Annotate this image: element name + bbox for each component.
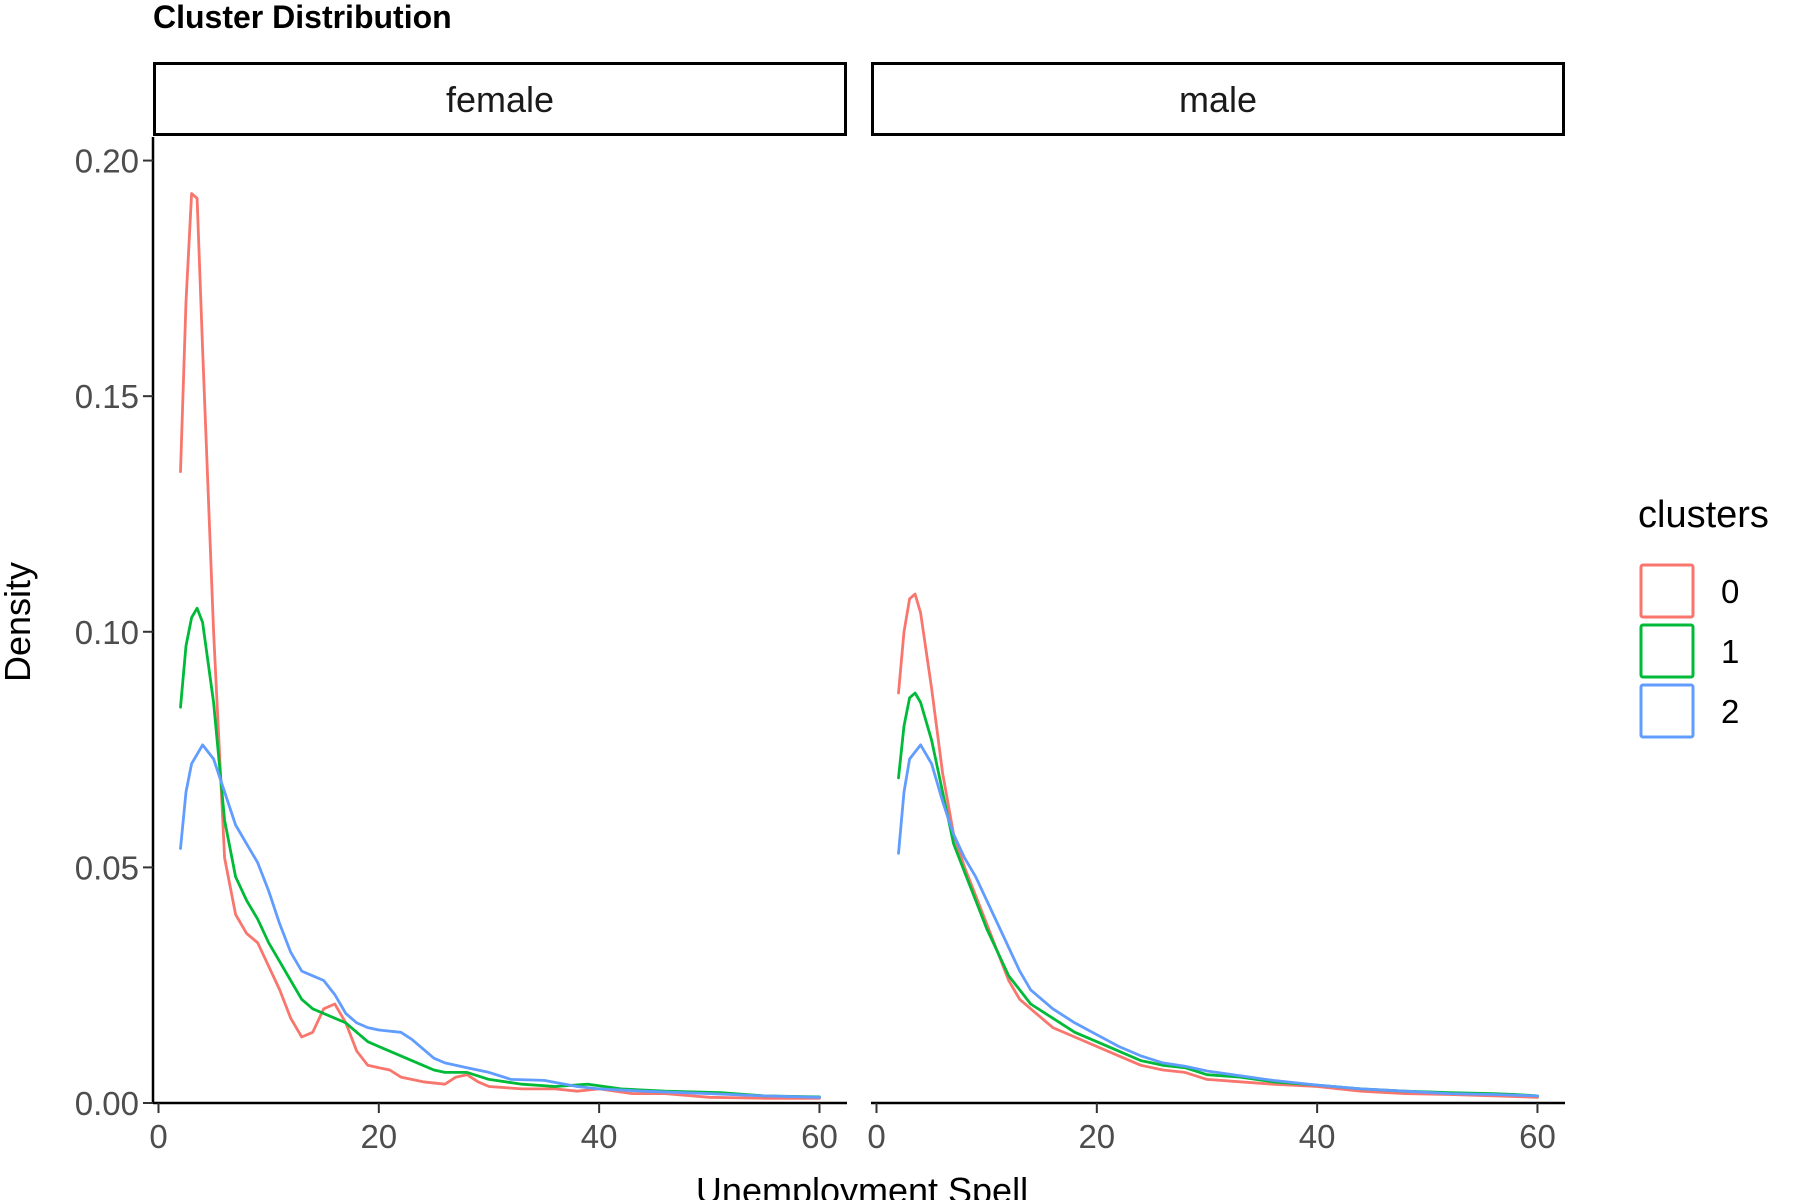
legend-key-1 [1639,623,1695,679]
y-tick-label: 0.10 [75,614,139,651]
facet-strip-label: female [446,79,554,120]
density-line-cluster-0-male [897,592,1539,1099]
facet-strip-label: male [1179,79,1257,120]
y-tick-label: 0.00 [75,1085,139,1122]
x-tick-label: 40 [581,1118,618,1155]
density-line-cluster-1-female [179,606,821,1099]
y-axis-title: Density [0,562,38,682]
legend: clusters 0 1 2 [1638,494,1769,739]
x-tick-label: 0 [867,1118,885,1155]
chart-title: Cluster Distribution [153,0,452,35]
legend-title: clusters [1638,494,1769,536]
density-line-cluster-0-female [179,192,821,1100]
legend-label-0: 0 [1721,573,1739,610]
density-line-cluster-2-male [897,743,1539,1098]
legend-label-1: 1 [1721,633,1739,670]
facet-panel-male: male 0 20 40 60 [867,62,1565,1155]
x-tick-label: 40 [1299,1118,1336,1155]
y-tick-label: 0.05 [75,849,139,886]
x-axis-title: Unemployment Spell [696,1170,1028,1200]
legend-label-2: 2 [1721,693,1739,730]
legend-key-0 [1639,563,1695,619]
legend-key-2 [1639,683,1695,739]
facet-strip [153,62,847,136]
density-line-cluster-1-male [897,691,1539,1098]
y-tick-label: 0.15 [75,378,139,415]
facet-panels: female 0 20 40 60 0.00 0.05 0.10 0.15 0.20 male 0 20… [75,62,1565,1155]
y-tick-label: 0.20 [75,143,139,180]
x-tick-label: 20 [1078,1118,1115,1155]
x-tick-label: 0 [149,1118,167,1155]
facet-strip [871,62,1565,136]
x-tick-label: 60 [801,1118,838,1155]
x-tick-label: 20 [360,1118,397,1155]
x-tick-label: 60 [1519,1118,1556,1155]
density-line-cluster-2-female [179,743,821,1099]
facet-panel-female: female 0 20 40 60 0.00 0.05 0.10 0.15 0.20 [75,62,847,1155]
